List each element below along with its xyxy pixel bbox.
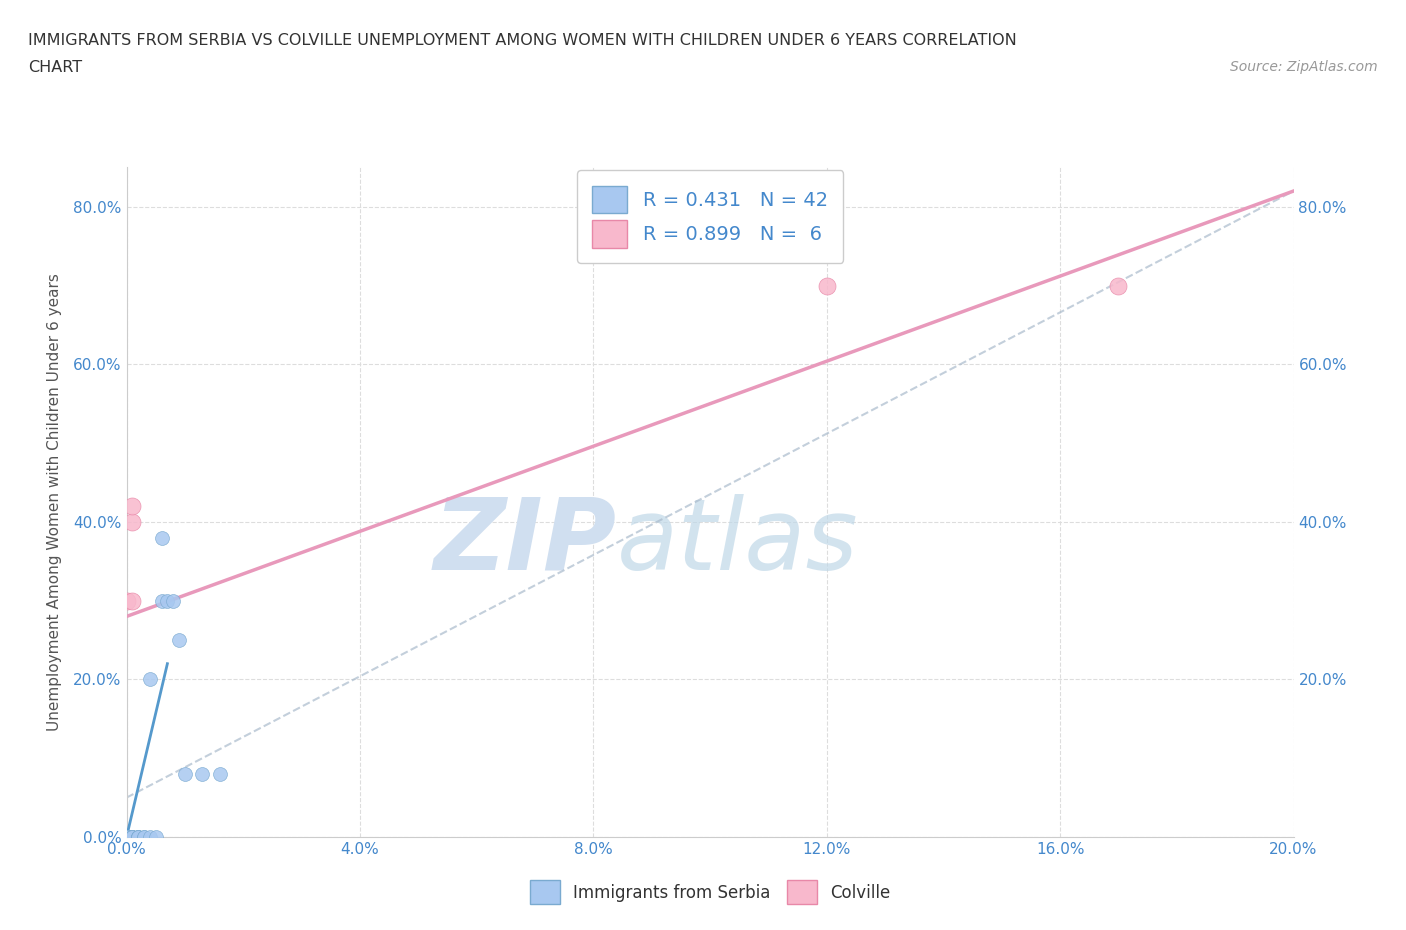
Point <box>115 830 138 844</box>
Point <box>115 830 138 844</box>
Point <box>1108 278 1130 293</box>
Point <box>127 830 149 844</box>
Point <box>121 830 143 844</box>
Point <box>132 830 155 844</box>
Point <box>121 830 143 844</box>
Point <box>115 830 138 844</box>
Point <box>115 830 138 844</box>
Point <box>115 830 138 844</box>
Point <box>115 830 138 844</box>
Point <box>132 830 155 844</box>
Point <box>127 830 149 844</box>
Point <box>167 632 190 647</box>
Point <box>174 766 197 781</box>
Point <box>208 766 231 781</box>
Point <box>191 766 214 781</box>
Point <box>115 830 138 844</box>
Point <box>115 830 138 844</box>
Point <box>145 830 167 844</box>
Point <box>115 830 138 844</box>
Point <box>115 830 138 844</box>
Point <box>115 830 138 844</box>
Point <box>127 830 149 844</box>
Point <box>115 830 138 844</box>
Text: ZIP: ZIP <box>433 494 617 591</box>
Point <box>115 830 138 844</box>
Point <box>115 830 138 844</box>
Point <box>115 830 138 844</box>
Point <box>139 672 162 687</box>
Text: CHART: CHART <box>28 60 82 75</box>
Point <box>115 830 138 844</box>
Point <box>115 593 138 608</box>
Point <box>121 514 143 529</box>
Point <box>127 830 149 844</box>
Text: Source: ZipAtlas.com: Source: ZipAtlas.com <box>1230 60 1378 74</box>
Point <box>162 593 184 608</box>
Point <box>115 830 138 844</box>
Point <box>139 830 162 844</box>
Point <box>115 830 138 844</box>
Point <box>121 498 143 513</box>
Point <box>115 830 138 844</box>
Point <box>121 593 143 608</box>
Point <box>815 278 838 293</box>
Point <box>121 830 143 844</box>
Text: atlas: atlas <box>617 494 858 591</box>
Point <box>156 593 179 608</box>
Y-axis label: Unemployment Among Women with Children Under 6 years: Unemployment Among Women with Children U… <box>46 273 62 731</box>
Point <box>121 830 143 844</box>
Text: IMMIGRANTS FROM SERBIA VS COLVILLE UNEMPLOYMENT AMONG WOMEN WITH CHILDREN UNDER : IMMIGRANTS FROM SERBIA VS COLVILLE UNEMP… <box>28 33 1017 47</box>
Point <box>150 593 173 608</box>
Point <box>150 530 173 545</box>
Point <box>115 830 138 844</box>
Point <box>121 830 143 844</box>
Legend: Immigrants from Serbia, Colville: Immigrants from Serbia, Colville <box>517 869 903 916</box>
